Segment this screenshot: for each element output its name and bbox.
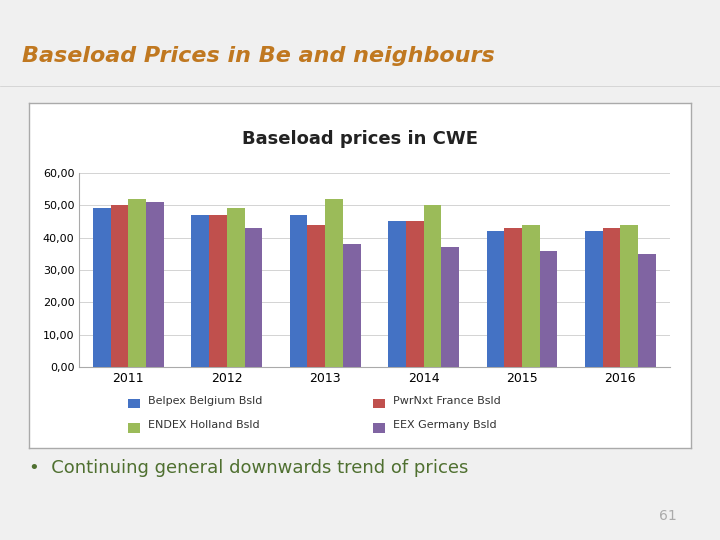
Bar xyxy=(621,225,638,367)
Text: Belpex Belgium Bsld: Belpex Belgium Bsld xyxy=(148,396,262,406)
Bar xyxy=(289,215,307,367)
Bar xyxy=(245,228,262,367)
Bar xyxy=(540,251,557,367)
Bar xyxy=(343,244,361,367)
Bar xyxy=(128,423,140,433)
Text: ENDEX Holland Bsld: ENDEX Holland Bsld xyxy=(148,420,260,430)
Bar xyxy=(325,199,343,367)
Bar xyxy=(128,399,140,408)
Bar xyxy=(441,247,459,367)
Bar xyxy=(585,231,603,367)
Bar xyxy=(209,215,227,367)
Bar xyxy=(638,254,656,367)
Bar xyxy=(373,399,385,408)
Bar xyxy=(93,208,111,367)
Bar xyxy=(227,208,245,367)
Bar xyxy=(423,205,441,367)
Bar xyxy=(128,199,146,367)
Bar xyxy=(603,228,621,367)
Text: 61: 61 xyxy=(659,509,677,523)
Bar xyxy=(192,215,209,367)
Bar xyxy=(504,228,522,367)
Bar xyxy=(146,202,164,367)
Bar xyxy=(373,423,385,433)
Bar xyxy=(307,225,325,367)
Text: Baseload Prices in Be and neighbours: Baseload Prices in Be and neighbours xyxy=(22,46,495,66)
Text: PwrNxt France Bsld: PwrNxt France Bsld xyxy=(393,396,501,406)
Bar xyxy=(111,205,128,367)
Bar xyxy=(388,221,406,367)
Text: •  Continuing general downwards trend of prices: • Continuing general downwards trend of … xyxy=(29,458,468,477)
Text: EEX Germany Bsld: EEX Germany Bsld xyxy=(393,420,497,430)
Bar xyxy=(406,221,423,367)
Text: Baseload prices in CWE: Baseload prices in CWE xyxy=(242,130,478,148)
Bar xyxy=(522,225,540,367)
Bar xyxy=(487,231,504,367)
